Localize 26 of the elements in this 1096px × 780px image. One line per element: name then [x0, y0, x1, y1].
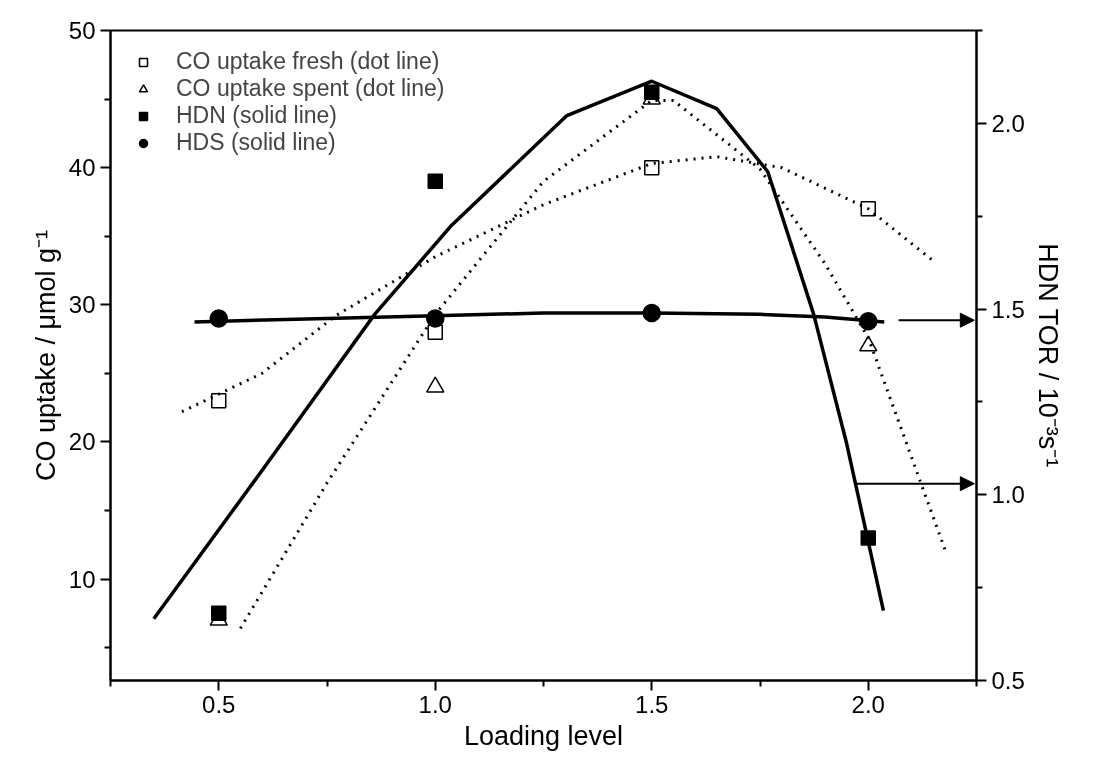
y2-axis-title: HDN TOR / 10⁻³s⁻¹	[1032, 243, 1063, 468]
x-tick-label: 0.5	[202, 690, 236, 718]
point	[860, 201, 876, 217]
point	[644, 84, 660, 100]
y2-tick-label: 1.0	[991, 481, 1025, 509]
y-tick-label: 20	[68, 428, 96, 456]
y-tick-label: 10	[68, 565, 96, 593]
legend-label: CO uptake spent (dot line)	[176, 75, 445, 102]
legend-label: HDN (solid line)	[176, 102, 338, 129]
y2-tick-label: 1.5	[991, 295, 1025, 323]
point	[644, 159, 660, 176]
y2-tick-label: 2.0	[991, 109, 1025, 137]
y-tick-label: 40	[68, 154, 96, 182]
x-axis-title: Loading level	[463, 720, 624, 751]
y2-tick-label: 0.5	[991, 667, 1025, 694]
point	[211, 393, 227, 409]
y-axis-title: CO uptake / μmol g⁻¹	[30, 229, 61, 482]
legend-label: CO uptake fresh (dot line)	[176, 48, 440, 75]
x-tick-label: 2.0	[851, 690, 885, 718]
y-tick-label: 50	[68, 17, 96, 44]
legend-label: HDS (solid line)	[176, 129, 336, 156]
x-tick-label: 1.5	[635, 690, 669, 718]
y-tick-label: 30	[68, 291, 96, 319]
point	[211, 605, 227, 622]
point	[427, 173, 443, 190]
x-tick-label: 1.0	[418, 690, 452, 718]
